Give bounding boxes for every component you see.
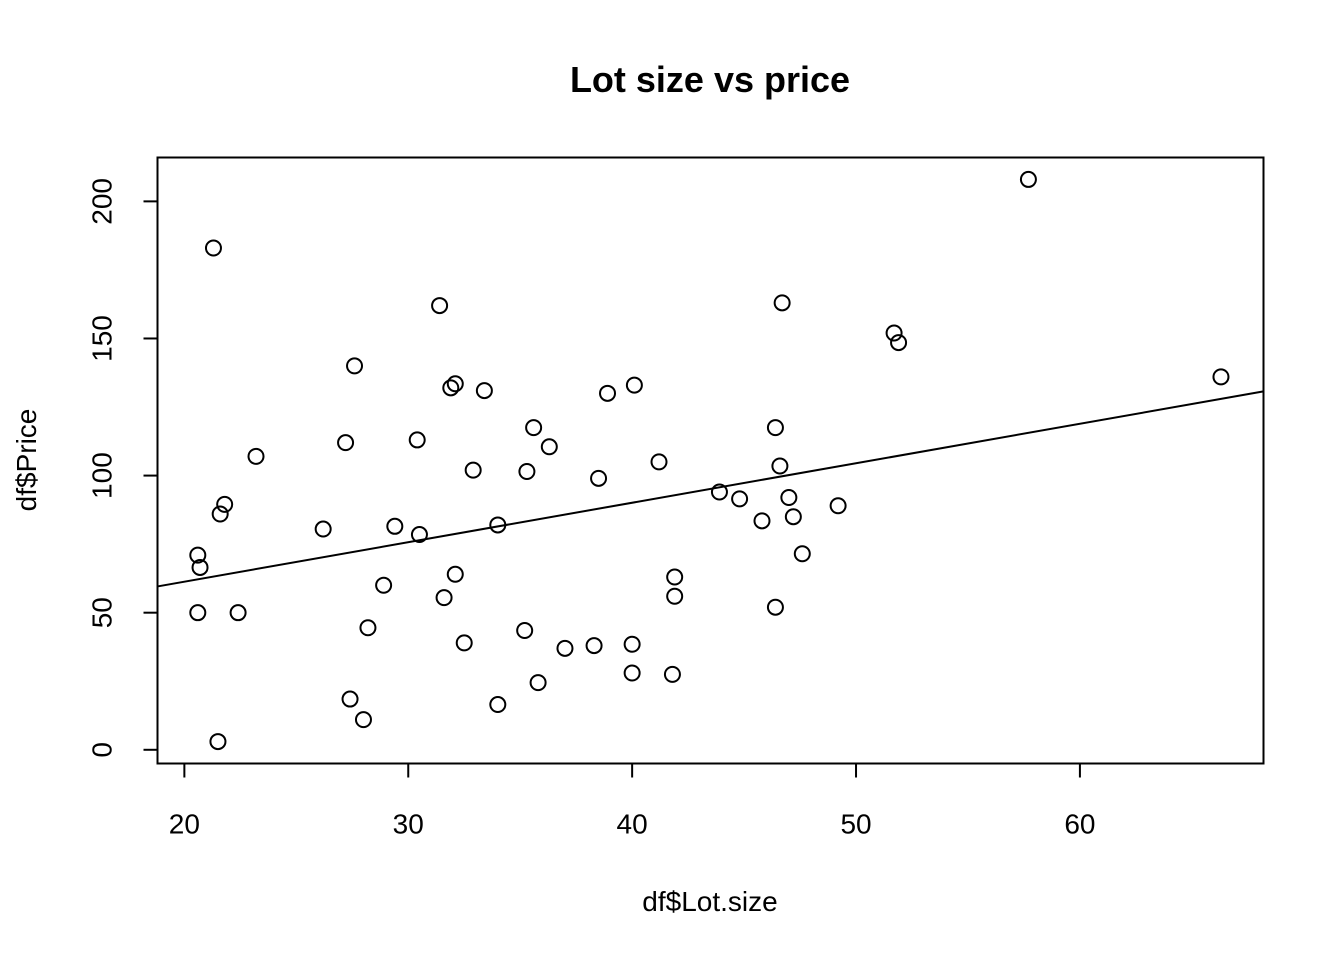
data-point bbox=[771, 457, 789, 475]
data-point bbox=[518, 462, 536, 480]
y-axis: 0 50 100 150 200 bbox=[87, 178, 159, 758]
data-point bbox=[431, 297, 449, 315]
y-tick-label: 200 bbox=[87, 178, 118, 225]
data-point bbox=[455, 634, 473, 652]
data-point bbox=[710, 483, 728, 501]
y-tick-label: 0 bbox=[87, 742, 118, 758]
data-point bbox=[525, 419, 543, 437]
data-point bbox=[475, 382, 493, 400]
data-point bbox=[625, 376, 643, 394]
data-point bbox=[666, 568, 684, 586]
data-point bbox=[359, 619, 377, 637]
data-point bbox=[464, 461, 482, 479]
data-point bbox=[529, 674, 547, 692]
data-point bbox=[585, 637, 603, 655]
chart-title: Lot size vs price bbox=[570, 59, 850, 100]
data-point bbox=[766, 598, 784, 616]
x-axis-label: df$Lot.size bbox=[642, 886, 777, 917]
data-point bbox=[435, 589, 453, 607]
data-point bbox=[556, 639, 574, 657]
data-point bbox=[623, 664, 641, 682]
y-tick-label: 100 bbox=[87, 452, 118, 499]
data-point bbox=[216, 495, 234, 513]
data-point bbox=[829, 497, 847, 515]
data-point bbox=[540, 438, 558, 456]
data-point bbox=[341, 690, 359, 708]
y-tick-label: 150 bbox=[87, 315, 118, 362]
data-point bbox=[666, 587, 684, 605]
data-point bbox=[650, 453, 668, 471]
x-tick-label: 40 bbox=[617, 809, 648, 840]
data-point bbox=[211, 505, 229, 523]
data-point bbox=[731, 490, 749, 508]
y-axis-label: df$Price bbox=[11, 409, 42, 512]
data-point bbox=[599, 384, 617, 402]
data-point bbox=[354, 711, 372, 729]
data-point bbox=[209, 733, 227, 751]
x-tick-label: 50 bbox=[840, 809, 871, 840]
data-point bbox=[885, 324, 903, 342]
data-point bbox=[446, 375, 464, 393]
data-point bbox=[337, 434, 355, 452]
data-point bbox=[189, 604, 207, 622]
regression-line-group bbox=[157, 390, 1264, 588]
data-point bbox=[191, 558, 209, 576]
data-points bbox=[189, 170, 1230, 751]
data-point bbox=[375, 576, 393, 594]
data-point bbox=[890, 334, 908, 352]
data-point bbox=[446, 565, 464, 583]
data-point bbox=[766, 419, 784, 437]
y-tick-label: 50 bbox=[87, 597, 118, 628]
data-point bbox=[247, 447, 265, 465]
data-point bbox=[784, 508, 802, 526]
x-tick-label: 30 bbox=[393, 809, 424, 840]
data-point bbox=[773, 294, 791, 312]
regression-line bbox=[157, 390, 1264, 588]
data-point bbox=[346, 357, 364, 375]
data-point bbox=[386, 517, 404, 535]
data-point bbox=[408, 431, 426, 449]
data-point bbox=[780, 489, 798, 507]
plot-frame bbox=[156, 156, 1265, 765]
data-point bbox=[663, 665, 681, 683]
x-tick-label: 20 bbox=[169, 809, 200, 840]
data-point bbox=[590, 469, 608, 487]
data-point bbox=[1019, 170, 1037, 188]
data-point bbox=[442, 379, 460, 397]
x-axis: 20 30 40 50 60 bbox=[169, 762, 1095, 840]
data-point bbox=[189, 546, 207, 564]
x-tick-label: 60 bbox=[1064, 809, 1095, 840]
data-point bbox=[793, 545, 811, 563]
data-point bbox=[314, 520, 332, 538]
data-point bbox=[204, 239, 222, 257]
data-point bbox=[410, 526, 428, 544]
data-point bbox=[753, 512, 771, 530]
data-point bbox=[229, 604, 247, 622]
data-point bbox=[489, 696, 507, 714]
data-point bbox=[1212, 368, 1230, 386]
data-point bbox=[623, 635, 641, 653]
data-point bbox=[516, 622, 534, 640]
